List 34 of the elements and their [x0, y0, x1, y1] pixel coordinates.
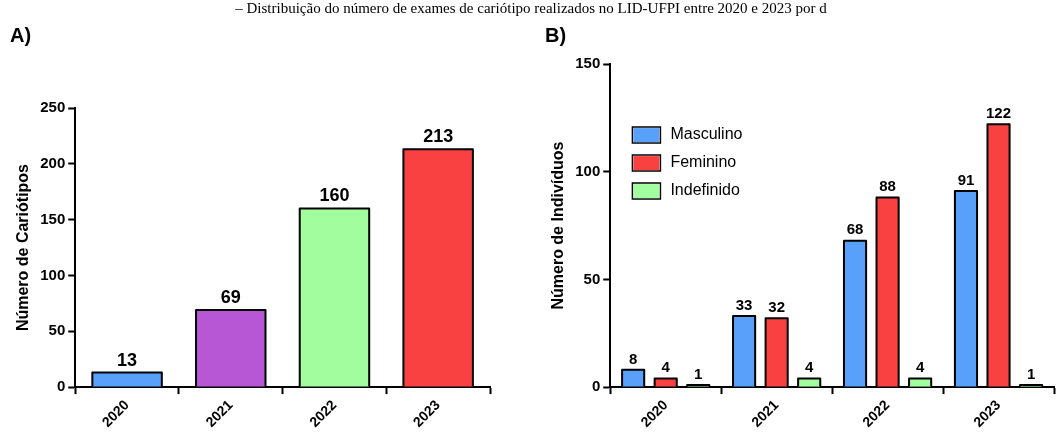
y-tick-label: 100: [40, 265, 66, 283]
legend-label: Masculino: [670, 125, 743, 143]
data-label: 4: [915, 358, 925, 376]
data-label: 4: [805, 358, 815, 376]
y-tick-label: 0: [591, 377, 601, 395]
y-tick-label: 150: [575, 54, 601, 72]
data-label: 8: [628, 349, 638, 367]
legend-label: Indefinido: [670, 181, 740, 199]
data-label: 213: [423, 126, 454, 147]
data-label: 4: [661, 358, 671, 376]
data-label: 160: [319, 185, 350, 206]
data-label: 88: [879, 177, 896, 195]
y-tick-label: 150: [40, 209, 66, 227]
y-tick-label: 100: [575, 161, 601, 179]
legend-label: Feminino: [670, 153, 737, 171]
chart-title: A): [10, 23, 32, 46]
y-tick-label: 50: [48, 321, 66, 339]
data-label: 32: [768, 297, 785, 315]
data-label: 91: [957, 170, 975, 188]
data-label: 122: [986, 103, 1012, 121]
text: – Distribuição do número de exames de cariótipo realizados no LID-UFPI entre 2020 e 2023 por d: [234, 0, 828, 17]
y-axis-title: Número de Cariótipos: [14, 163, 32, 332]
data-label: 13: [117, 349, 138, 370]
chart-title: B): [545, 23, 567, 46]
data-label: 1: [1026, 364, 1036, 382]
data-label: 1: [694, 364, 703, 382]
data-label: 33: [735, 295, 753, 313]
data-label: 68: [846, 220, 864, 238]
y-tick-label: 0: [56, 377, 66, 395]
data-label: 69: [220, 287, 241, 308]
y-tick-label: 200: [40, 153, 66, 171]
y-tick-label: 250: [40, 98, 66, 116]
y-tick-label: 50: [583, 269, 601, 287]
y-axis-title: Número de Indivíduos: [549, 141, 567, 310]
